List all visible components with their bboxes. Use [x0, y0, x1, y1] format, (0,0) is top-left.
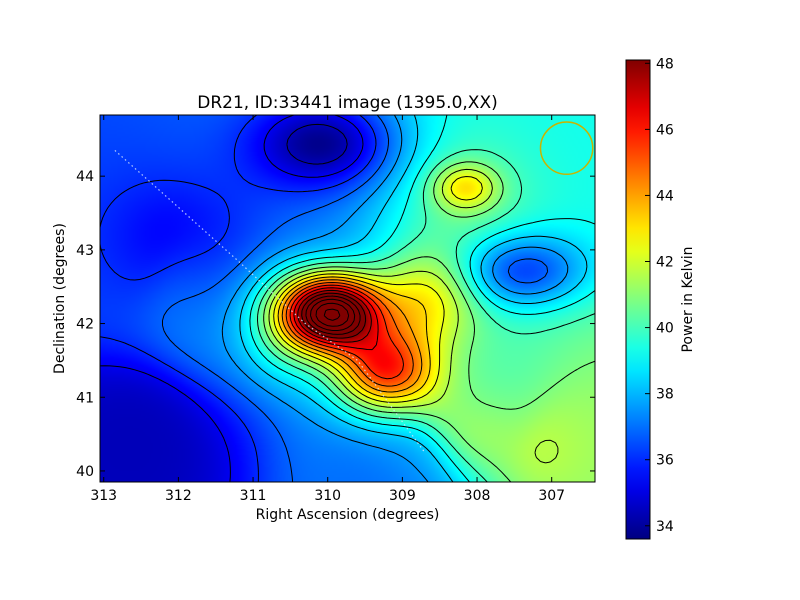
plot-area: [100, 115, 595, 482]
contour-lines: [100, 115, 595, 482]
contour-line: [249, 115, 595, 482]
colorbar-ticks: 34 36 38 40 42 44 46 48: [645, 56, 674, 535]
x-tick-label: 310: [314, 488, 341, 504]
contour-line: [162, 115, 549, 482]
beam-marker: [539, 121, 594, 176]
colorbar-tick-label: 48: [656, 56, 674, 72]
trace-line-path: [114, 149, 426, 453]
y-tick-label: 42: [76, 317, 94, 333]
contour-line: [289, 284, 404, 380]
y-tick-label: 43: [76, 243, 94, 259]
beam-circle: [539, 121, 594, 176]
contour-line: [297, 289, 372, 343]
contour-line: [281, 279, 423, 393]
x-tick-label: 312: [165, 488, 192, 504]
colorbar-tick-label: 38: [656, 387, 674, 403]
contour-line: [286, 123, 348, 165]
contour-line: [263, 161, 595, 482]
colorbar-tick-label: 36: [656, 453, 674, 469]
colorbar-label: Power in Kelvin: [680, 246, 696, 352]
x-tick-label: 307: [538, 488, 565, 504]
y-axis-label: Declination (degrees): [52, 223, 68, 374]
contour-line: [268, 168, 559, 464]
colorbar: 34 36 38 40 42 44 46 48 Power in Kelvin: [625, 56, 696, 540]
contour-line: [323, 308, 341, 321]
heatmap-image: [100, 115, 595, 482]
contour-line: [315, 302, 350, 327]
x-axis-ticks: 313 312 311 310 309 308 307: [90, 115, 565, 504]
y-tick-label: 41: [76, 390, 94, 406]
trace-line: [114, 149, 426, 453]
colorbar-tick-label: 46: [656, 122, 674, 138]
contour-line: [257, 149, 595, 482]
y-tick-label: 44: [76, 169, 94, 185]
contour-line: [239, 115, 588, 482]
contour-line: [310, 298, 356, 331]
colorbar-tick-label: 34: [656, 519, 674, 535]
contour-line: [285, 282, 414, 387]
x-tick-label: 311: [240, 488, 267, 504]
x-axis-label: Right Ascension (degrees): [256, 507, 440, 523]
contour-line: [100, 115, 364, 482]
plot-frame: [99, 114, 596, 483]
x-tick-label: 308: [464, 488, 491, 504]
colorbar-tick-label: 40: [656, 321, 674, 337]
contour-line: [301, 292, 367, 339]
contour-line: [273, 176, 483, 403]
y-axis-ticks: 40 41 42 43 44: [76, 169, 595, 480]
y-tick-label: 40: [76, 464, 94, 480]
contour-line: [305, 295, 361, 335]
contour-line: [293, 287, 379, 351]
contour-line: [277, 276, 431, 398]
chart-title: DR21, ID:33441 image (1395.0,XX): [197, 93, 497, 113]
x-tick-label: 313: [90, 488, 117, 504]
colorbar-tick-label: 44: [656, 188, 674, 204]
contour-line: [221, 115, 569, 482]
x-tick-label: 309: [389, 488, 416, 504]
colorbar-fill: [625, 59, 651, 540]
colorbar-tick-label: 42: [656, 255, 674, 271]
